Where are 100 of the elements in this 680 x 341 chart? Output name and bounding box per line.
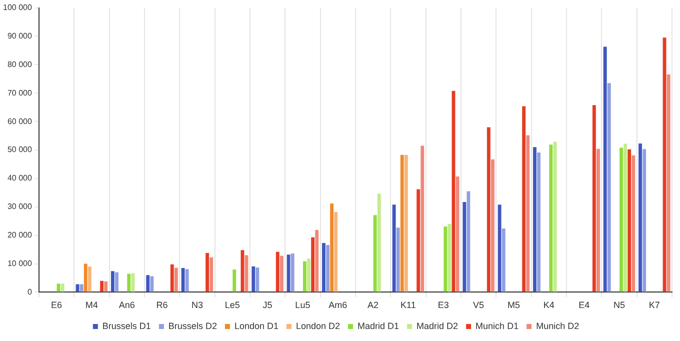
bar (210, 257, 214, 292)
bar (396, 228, 400, 292)
bar (486, 127, 490, 292)
bar (373, 215, 377, 292)
legend-label: London D2 (296, 320, 340, 331)
bar (326, 244, 330, 292)
bar (603, 46, 607, 292)
bar (642, 149, 646, 292)
bar (549, 144, 553, 292)
bar (232, 269, 236, 292)
bar (533, 147, 536, 292)
legend-label: London D1 (234, 320, 278, 331)
y-tick-label: 100 000 (2, 3, 32, 12)
bar (84, 264, 88, 292)
y-tick-label: 20 000 (7, 230, 32, 240)
y-tick-label: 50 000 (7, 145, 32, 154)
bar (110, 271, 114, 292)
bar (620, 148, 623, 292)
x-tick-label: A2 (368, 300, 379, 310)
x-tick-label: N5 (613, 300, 625, 310)
bar (404, 154, 408, 292)
bar (444, 226, 448, 292)
legend-label: Munich D2 (536, 320, 580, 331)
x-tick-label: E6 (50, 300, 62, 310)
x-tick-label: K11 (400, 300, 416, 310)
x-tick-label: V5 (473, 300, 484, 310)
bar (146, 275, 150, 292)
bar (416, 189, 420, 292)
bar (377, 194, 381, 292)
bar (448, 224, 452, 292)
bar (127, 274, 131, 292)
bar (252, 266, 256, 292)
bar (315, 230, 319, 292)
bar (206, 252, 210, 292)
bar (624, 144, 628, 292)
bar (174, 268, 178, 292)
x-tick-label: E4 (578, 300, 590, 310)
bar (150, 276, 154, 292)
bar (88, 266, 92, 292)
bar (592, 105, 596, 292)
bar (462, 202, 466, 292)
bar (522, 106, 526, 292)
bar (466, 191, 470, 292)
x-tick-label: Le5 (224, 300, 240, 310)
legend-label: Brussels D1 (102, 320, 151, 331)
x-tick-label: N3 (191, 300, 203, 310)
bar (286, 254, 290, 292)
bar (330, 203, 334, 292)
y-tick-label: 80 000 (7, 60, 32, 69)
bar (596, 148, 600, 292)
y-tick-label: 10 000 (7, 258, 32, 268)
bar (131, 273, 135, 292)
bar (280, 256, 284, 292)
bar (526, 135, 530, 292)
y-tick-label: 70 000 (7, 88, 32, 98)
legend-label: Madrid D1 (358, 320, 400, 331)
bar (638, 143, 642, 292)
bar (60, 284, 64, 292)
bar (322, 243, 326, 292)
x-tick-label: K7 (648, 300, 660, 310)
bar (276, 252, 280, 292)
bar (502, 228, 506, 292)
x-tick-label: R6 (156, 300, 168, 310)
bar (632, 155, 636, 292)
x-tick-label: E3 (438, 300, 449, 310)
bar (456, 176, 460, 292)
y-tick-label: 90 000 (7, 31, 32, 40)
bar (80, 284, 84, 292)
x-tick-label: An6 (118, 300, 135, 310)
y-tick-label: 40 000 (7, 174, 32, 183)
bar (392, 204, 396, 292)
bar (307, 258, 310, 292)
bar (311, 237, 315, 292)
bar (290, 254, 294, 292)
bar (181, 268, 185, 292)
legend-label: Brussels D2 (168, 320, 217, 331)
y-tick-label: 30 000 (7, 202, 32, 212)
bar (334, 212, 338, 292)
x-tick-label: K4 (543, 300, 554, 310)
legend-label: Madrid D2 (416, 320, 458, 331)
bar (628, 149, 632, 292)
bar (553, 142, 557, 292)
x-tick-label: M4 (85, 300, 98, 310)
bar (607, 83, 611, 292)
bar (498, 204, 502, 292)
x-tick-label: M5 (507, 300, 520, 310)
bar (490, 159, 494, 292)
bar (170, 264, 174, 292)
bar (104, 281, 108, 292)
bar (537, 152, 541, 292)
bar (115, 272, 118, 292)
x-tick-label: Lu5 (295, 300, 310, 310)
y-tick-label: 0 (27, 287, 32, 296)
y-tick-label: 60 000 (7, 116, 32, 126)
legend-label: Munich D1 (476, 320, 519, 331)
bar (666, 74, 670, 292)
x-tick-label: Am6 (328, 300, 348, 310)
bar (400, 154, 404, 292)
bar (420, 146, 424, 292)
bar (256, 267, 260, 292)
